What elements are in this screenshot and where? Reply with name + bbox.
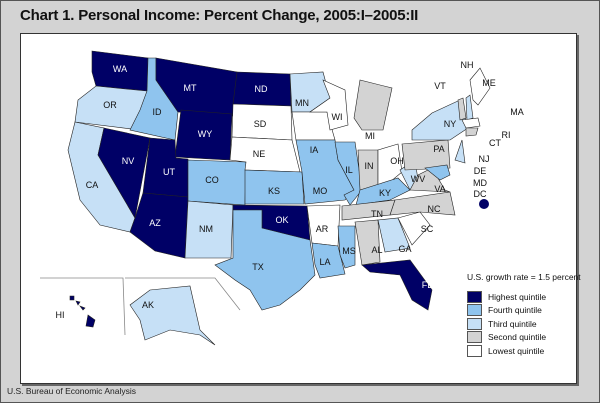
- svg-text:IN: IN: [365, 161, 374, 171]
- svg-text:CA: CA: [86, 180, 99, 190]
- legend-item-fourth: Fourth quintile: [467, 304, 581, 318]
- svg-text:RI: RI: [502, 130, 511, 140]
- legend-label: Highest quintile: [488, 291, 547, 302]
- svg-text:NH: NH: [461, 60, 474, 70]
- swatch: [467, 304, 482, 317]
- legend-item-second: Second quintile: [467, 331, 581, 345]
- svg-text:IA: IA: [310, 145, 319, 155]
- svg-text:MT: MT: [184, 83, 197, 93]
- svg-text:FL: FL: [422, 280, 433, 290]
- source-credit: U.S. Bureau of Economic Analysis: [7, 386, 136, 396]
- svg-text:MN: MN: [295, 98, 309, 108]
- svg-text:SC: SC: [421, 224, 434, 234]
- swatch: [467, 331, 482, 344]
- svg-text:KS: KS: [268, 186, 280, 196]
- svg-text:SD: SD: [254, 119, 267, 129]
- legend-label: Lowest quintile: [488, 345, 545, 356]
- svg-text:WV: WV: [411, 174, 426, 184]
- svg-text:MO: MO: [313, 186, 328, 196]
- svg-text:MA: MA: [510, 107, 524, 117]
- svg-text:MS: MS: [342, 246, 356, 256]
- svg-text:ND: ND: [255, 84, 268, 94]
- svg-text:WI: WI: [332, 112, 343, 122]
- svg-text:OK: OK: [275, 215, 288, 225]
- swatch: [467, 290, 482, 303]
- svg-text:UT: UT: [163, 167, 175, 177]
- svg-text:LA: LA: [319, 257, 330, 267]
- legend-item-highest: Highest quintile: [467, 290, 581, 304]
- svg-text:NV: NV: [122, 156, 135, 166]
- svg-text:AR: AR: [316, 224, 329, 234]
- svg-text:HI: HI: [56, 310, 65, 320]
- svg-text:NC: NC: [428, 204, 441, 214]
- svg-text:MI: MI: [365, 131, 375, 141]
- svg-text:IL: IL: [345, 165, 353, 175]
- svg-text:GA: GA: [398, 244, 411, 254]
- swatch: [467, 344, 482, 357]
- svg-text:DE: DE: [474, 166, 487, 176]
- svg-text:CT: CT: [489, 138, 501, 148]
- svg-text:ME: ME: [482, 78, 496, 88]
- svg-text:NJ: NJ: [479, 154, 490, 164]
- svg-text:WY: WY: [198, 129, 213, 139]
- svg-text:OR: OR: [103, 100, 117, 110]
- legend-label: Fourth quintile: [488, 305, 542, 316]
- svg-text:AK: AK: [142, 300, 154, 310]
- svg-text:VA: VA: [434, 184, 445, 194]
- svg-text:CO: CO: [205, 175, 219, 185]
- svg-text:TX: TX: [252, 262, 264, 272]
- svg-text:DC: DC: [474, 189, 487, 199]
- svg-text:AZ: AZ: [149, 218, 161, 228]
- svg-text:OH: OH: [390, 156, 404, 166]
- legend-item-third: Third quintile: [467, 317, 581, 331]
- svg-text:PA: PA: [433, 144, 444, 154]
- dc-marker: [479, 199, 489, 209]
- svg-text:WA: WA: [113, 64, 127, 74]
- legend-item-lowest: Lowest quintile: [467, 344, 581, 358]
- growth-rate-note: U.S. growth rate = 1.5 percent: [467, 272, 581, 282]
- svg-text:MD: MD: [473, 178, 487, 188]
- svg-text:NM: NM: [199, 224, 213, 234]
- svg-text:TN: TN: [371, 209, 383, 219]
- chart-title: Chart 1. Personal Income: Percent Change…: [20, 7, 419, 24]
- legend-label: Second quintile: [488, 332, 547, 343]
- swatch: [467, 317, 482, 330]
- svg-text:NE: NE: [253, 149, 266, 159]
- svg-text:NY: NY: [444, 119, 457, 129]
- svg-text:AL: AL: [371, 245, 382, 255]
- svg-text:ID: ID: [153, 107, 163, 117]
- svg-text:KY: KY: [379, 188, 391, 198]
- legend-label: Third quintile: [488, 318, 537, 329]
- svg-text:VT: VT: [434, 81, 446, 91]
- legend: U.S. growth rate = 1.5 percent Highest q…: [467, 272, 581, 358]
